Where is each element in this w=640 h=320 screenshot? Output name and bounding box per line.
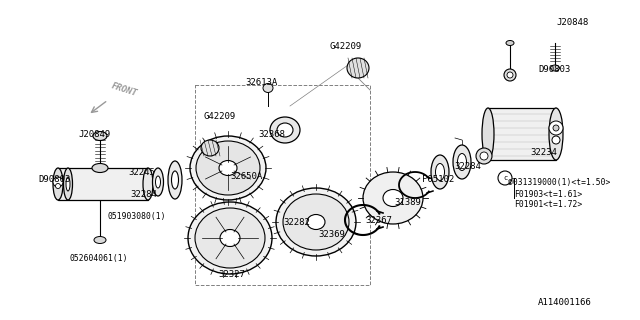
Ellipse shape — [453, 145, 471, 179]
Ellipse shape — [219, 161, 237, 175]
Circle shape — [549, 121, 563, 135]
Text: ©031319000(1)<t=1.50>: ©031319000(1)<t=1.50> — [508, 178, 611, 187]
Text: 32613A: 32613A — [245, 78, 277, 87]
Ellipse shape — [94, 236, 106, 244]
Text: 31389: 31389 — [394, 198, 421, 207]
Ellipse shape — [63, 168, 72, 200]
Ellipse shape — [263, 84, 273, 92]
Ellipse shape — [270, 117, 300, 143]
Ellipse shape — [53, 168, 63, 200]
Text: F01903<t=1.61>: F01903<t=1.61> — [514, 190, 582, 199]
Ellipse shape — [482, 108, 494, 160]
Ellipse shape — [435, 164, 445, 180]
Text: A114001166: A114001166 — [538, 298, 592, 307]
Bar — [58, 168, 148, 200]
Ellipse shape — [431, 155, 449, 189]
Ellipse shape — [458, 154, 467, 171]
Ellipse shape — [190, 136, 266, 200]
Text: 051903080(1): 051903080(1) — [108, 212, 166, 221]
Ellipse shape — [549, 108, 563, 160]
Circle shape — [53, 177, 63, 187]
Circle shape — [552, 136, 560, 144]
Text: 32234: 32234 — [530, 148, 557, 157]
Text: 32282: 32282 — [283, 218, 310, 227]
Ellipse shape — [195, 208, 265, 268]
Ellipse shape — [277, 123, 293, 137]
Ellipse shape — [156, 176, 161, 188]
Text: J20849: J20849 — [78, 130, 110, 139]
Text: 32245: 32245 — [128, 168, 155, 177]
Text: 32367: 32367 — [365, 216, 392, 225]
Text: J20848: J20848 — [556, 18, 588, 27]
Text: 32650A: 32650A — [230, 172, 262, 181]
Ellipse shape — [152, 168, 163, 196]
Text: 32327: 32327 — [218, 270, 245, 279]
Text: c: c — [503, 175, 507, 181]
Ellipse shape — [383, 189, 403, 206]
Circle shape — [476, 148, 492, 164]
Text: 052604061(1): 052604061(1) — [70, 254, 129, 263]
Text: F05102: F05102 — [422, 175, 454, 184]
Circle shape — [507, 72, 513, 78]
Ellipse shape — [506, 41, 514, 45]
Text: 32369: 32369 — [318, 230, 345, 239]
Text: 32284: 32284 — [130, 190, 157, 199]
Circle shape — [480, 152, 488, 160]
Ellipse shape — [196, 141, 260, 195]
Text: G42209: G42209 — [330, 42, 362, 51]
Ellipse shape — [283, 194, 349, 250]
Ellipse shape — [93, 132, 107, 140]
Ellipse shape — [550, 65, 559, 71]
Ellipse shape — [307, 214, 325, 229]
Text: FRONT: FRONT — [110, 81, 138, 98]
Text: F01901<t=1.72>: F01901<t=1.72> — [514, 200, 582, 209]
Ellipse shape — [92, 164, 108, 172]
Ellipse shape — [66, 177, 70, 191]
Text: D90803: D90803 — [538, 65, 570, 74]
Circle shape — [504, 69, 516, 81]
Ellipse shape — [188, 202, 272, 274]
Circle shape — [553, 125, 559, 131]
Ellipse shape — [347, 58, 369, 78]
Text: G42209: G42209 — [203, 112, 236, 121]
Circle shape — [498, 171, 512, 185]
Ellipse shape — [168, 161, 182, 199]
Circle shape — [56, 183, 61, 188]
Ellipse shape — [143, 168, 153, 200]
Bar — [488, 108, 556, 160]
Ellipse shape — [220, 229, 240, 246]
Text: D90803: D90803 — [38, 175, 70, 184]
Ellipse shape — [363, 172, 423, 224]
Text: 32284: 32284 — [454, 162, 481, 171]
Text: 32368: 32368 — [258, 130, 285, 139]
Ellipse shape — [201, 140, 219, 156]
Ellipse shape — [276, 188, 356, 256]
Ellipse shape — [172, 171, 179, 189]
